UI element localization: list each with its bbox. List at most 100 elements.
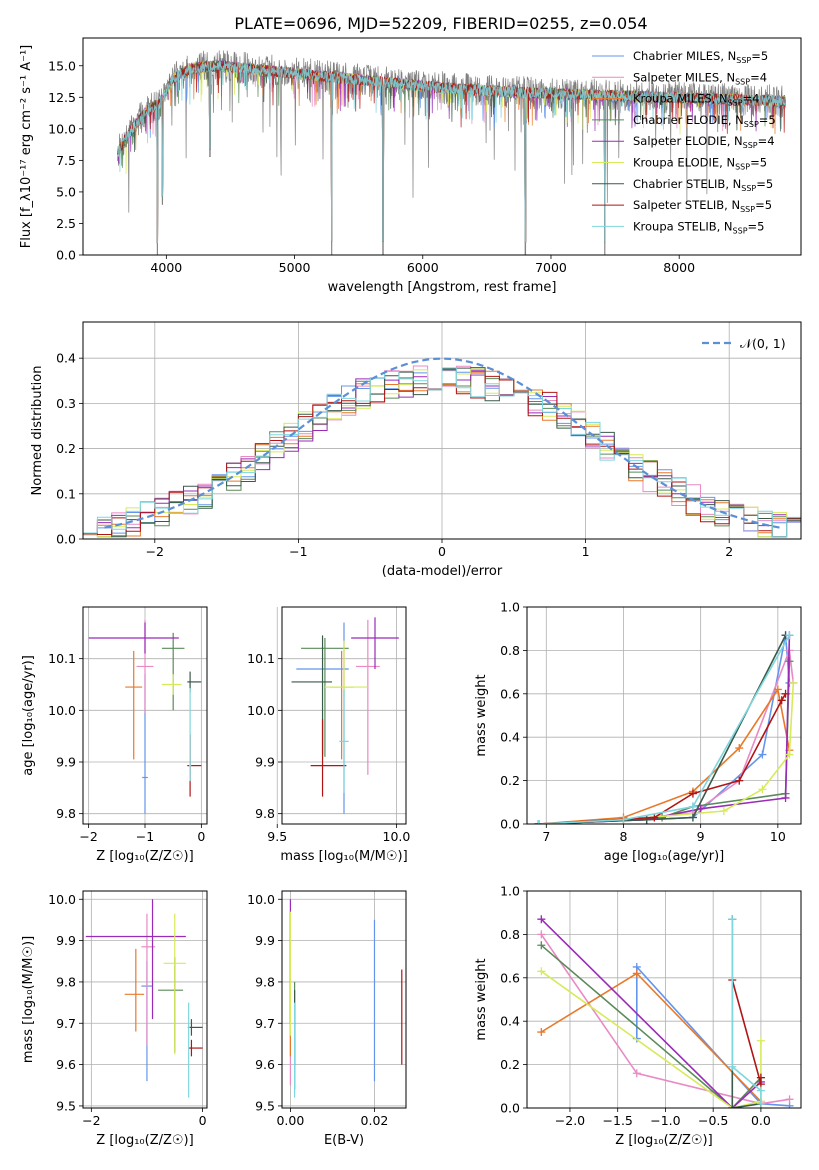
mass-vs-EBV-ytick-label: 9.5 <box>255 1098 275 1113</box>
mass-vs-Z-xtick-label: −2 <box>82 1113 100 1128</box>
mass-vs-Z-ylabel: mass [log₁₀(M/M☉)] <box>21 936 36 1063</box>
weight-series-marker <box>781 793 790 802</box>
weight-series-marker <box>688 802 697 811</box>
mass-vs-EBV-ytick-label: 9.9 <box>255 933 275 948</box>
weight-vs-Z-ytick-label: 0.4 <box>500 1014 520 1029</box>
residuals-ytick-label: 0.2 <box>56 441 76 456</box>
age-vs-Z-ytick-label: 10.0 <box>48 703 76 718</box>
weight-series-marker <box>537 930 546 939</box>
residuals-ylabel: Normed distribution <box>30 366 45 496</box>
weight-vs-age-panel: 7 8 9 10 0.0 0.2 0.4 0.6 0.8 1.0 age [log₁₀(age/yr… <box>474 600 802 864</box>
errorbar-point <box>163 913 186 1055</box>
mass-vs-Z-xtick-label: 0 <box>199 1113 207 1128</box>
residuals-xtick-label: 0 <box>438 544 446 559</box>
weight-series-marker <box>619 815 628 824</box>
legend-entry: Chabrier MILES, NSSP=5 <box>633 49 768 65</box>
age-vs-mass-ytick-label: 10.1 <box>247 651 275 666</box>
mass-vs-Z-frame <box>82 890 208 1109</box>
weight-vs-age-ytick-label: 0.2 <box>500 773 520 788</box>
weight-series-marker <box>756 1099 765 1108</box>
mass-vs-Z-ytick-label: 9.8 <box>56 974 76 989</box>
weight-vs-age-xtick-label: 8 <box>620 829 628 844</box>
spectrum-ytick-label: 15.0 <box>48 58 76 73</box>
age-vs-Z-ytick-label: 10.1 <box>48 651 76 666</box>
age-vs-mass-xtick-label: 9.5 <box>267 829 287 844</box>
residuals-xtick-label: −1 <box>289 544 307 559</box>
weight-series-marker <box>785 750 794 759</box>
weight-series-marker <box>781 689 790 698</box>
spectrum-xtick-label: 6000 <box>407 260 439 275</box>
errorbar-point <box>124 948 145 1032</box>
weight-series-marker <box>728 1104 737 1108</box>
weight-series-marker <box>688 789 697 798</box>
weight-series-marker <box>632 969 641 978</box>
weight-vs-age-ytick-label: 0.8 <box>500 643 520 658</box>
errorbar-point <box>329 650 354 760</box>
residuals-ytick-label: 0.4 <box>56 351 76 366</box>
weight-series-line <box>538 634 791 824</box>
legend-entry: Kroupa ELODIE, NSSP=5 <box>633 156 767 172</box>
mass-vs-EBV-panel: 0.00 0.02 9.5 9.6 9.7 9.8 9.9 10.0 E(B-V) <box>247 890 407 1148</box>
age-vs-Z-frame <box>82 606 208 825</box>
weight-series-marker <box>756 1086 765 1095</box>
errorbar-point <box>188 1019 203 1036</box>
weight-series-line <box>540 918 762 1108</box>
weight-vs-age-ytick-label: 0.4 <box>500 730 520 745</box>
weight-vs-Z-ytick-label: 0.8 <box>500 927 520 942</box>
weight-series-line <box>540 972 762 1103</box>
age-vs-mass-panel: 9.5 10.0 9.8 9.9 10.0 10.1 mass [log₁₀(M/M☉)] <box>247 606 410 864</box>
spectrum-panel: 4000 5000 6000 7000 8000 0.0 2.5 5.0 7.5 10.0 12.5… <box>19 37 802 295</box>
mass-vs-EBV-ytick-label: 9.7 <box>255 1016 275 1031</box>
weight-series-marker <box>537 967 546 976</box>
mass-vs-EBV-ytick-label: 9.6 <box>255 1057 275 1072</box>
weight-series-line <box>538 661 791 824</box>
weight-series-marker <box>642 815 651 824</box>
weight-series-marker <box>719 806 728 815</box>
errorbar-point <box>339 689 349 793</box>
residuals-frame <box>82 321 802 540</box>
figure-title: PLATE=0696, MJD=52209, FIBERID=0255, z=0… <box>234 14 647 33</box>
weight-vs-Z-ytick-label: 0.0 <box>500 1101 520 1116</box>
weight-vs-Z-ytick-label: 0.2 <box>500 1057 520 1072</box>
weight-series-marker <box>777 696 786 705</box>
mass-vs-EBV-plot-area <box>289 899 403 1098</box>
spectrum-ytick-label: 5.0 <box>56 184 76 199</box>
weight-series-line <box>538 634 787 824</box>
mass-vs-Z-ytick-label: 9.7 <box>56 1016 76 1031</box>
weight-vs-Z-xtick-label: −0.5 <box>698 1113 728 1128</box>
mass-vs-Z-ytick-label: 9.5 <box>56 1098 76 1113</box>
age-vs-mass-ytick-label: 9.9 <box>255 755 275 770</box>
age-vs-mass-xlabel: mass [log₁₀(M/M☉)] <box>280 849 407 864</box>
residuals-panel: −2 −1 0 1 2 0.0 0.1 0.2 0.3 0.4 (data-model)/error… <box>30 321 802 579</box>
age-vs-Z-xtick-label: 0 <box>197 829 205 844</box>
weight-series-line <box>540 944 762 1108</box>
legend-entry: 𝒩(0, 1) <box>740 336 786 351</box>
mass-vs-EBV-frame <box>281 890 407 1109</box>
errorbar-point <box>188 688 192 782</box>
errorbar-point <box>125 650 143 760</box>
weight-series-marker <box>758 750 767 759</box>
weight-vs-Z-ytick-label: 1.0 <box>500 884 520 899</box>
weight-vs-Z-plot-area <box>537 915 794 1108</box>
errorbar-point <box>85 899 186 1020</box>
legend-entry: Salpeter MILES, NSSP=4 <box>633 70 767 86</box>
age-vs-Z-xlabel: Z [log₁₀(Z/Z☉)] <box>96 849 193 864</box>
age-vs-mass-ytick-label: 10.0 <box>247 703 275 718</box>
weight-vs-age-plot-area <box>534 631 798 824</box>
spectrum-ytick-label: 7.5 <box>56 153 76 168</box>
weight-vs-age-ytick-label: 0.0 <box>500 817 520 832</box>
mass-vs-EBV-xtick-label: 0.02 <box>361 1113 389 1128</box>
weight-vs-Z-ytick-label: 0.6 <box>500 970 520 985</box>
legend-entry: Chabrier ELODIE, NSSP=5 <box>633 113 776 129</box>
weight-vs-age-xtick-label: 9 <box>697 829 705 844</box>
weight-vs-age-frame <box>526 606 802 825</box>
mass-vs-Z-ytick-label: 9.6 <box>56 1057 76 1072</box>
weight-series-marker <box>650 813 659 822</box>
weight-series-marker <box>537 941 546 950</box>
residuals-xlabel: (data-model)/error <box>382 564 503 579</box>
weight-series-line <box>731 979 762 1085</box>
weight-vs-Z-ylabel: mass weight <box>474 958 489 1040</box>
errorbar-point <box>188 1039 203 1057</box>
residuals-ytick-label: 0.0 <box>56 532 76 547</box>
spectrum-ytick-label: 10.0 <box>48 121 76 136</box>
